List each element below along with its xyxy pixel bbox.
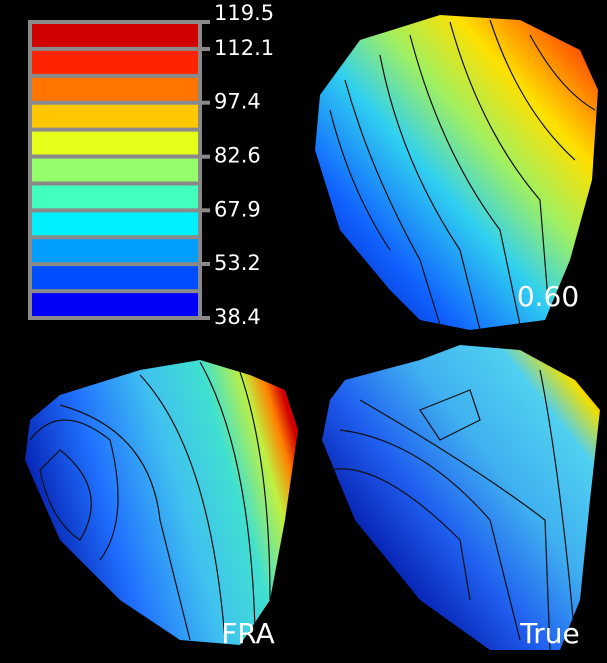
panel-label: 0.60 [517, 280, 579, 313]
panel-label: True [519, 617, 579, 650]
color-band [30, 22, 200, 49]
contours [29, 361, 271, 641]
tick-label: 97.4 [214, 90, 261, 114]
color-band [30, 48, 200, 76]
map-panel: 0.60 [315, 15, 598, 331]
contours [329, 369, 576, 651]
color-band [30, 129, 200, 157]
color-band [30, 210, 200, 238]
color-band [30, 237, 200, 265]
tick-label: 53.2 [214, 251, 261, 275]
contours [329, 19, 596, 331]
colorbar: 119.5 112.1 97.4 82.6 67.9 53.2 38.4 [28, 1, 274, 329]
color-band [30, 102, 200, 130]
surface-map [25, 360, 298, 645]
surface-map [315, 15, 598, 330]
tick-label: 82.6 [214, 144, 261, 168]
map-panel: FRA [25, 360, 298, 650]
panel-label: FRA [221, 617, 275, 650]
color-band [30, 264, 200, 292]
colorbar-frame [28, 20, 202, 320]
tick-label: 67.9 [214, 197, 261, 221]
surface-map [322, 345, 600, 650]
map-panel: True [322, 345, 600, 651]
color-band [30, 75, 200, 103]
color-band [30, 156, 200, 184]
color-band [30, 291, 200, 318]
tick-label: 38.4 [214, 305, 261, 329]
tick-label: 112.1 [214, 36, 274, 60]
tick-label: 119.5 [214, 1, 274, 25]
color-band [30, 183, 200, 211]
